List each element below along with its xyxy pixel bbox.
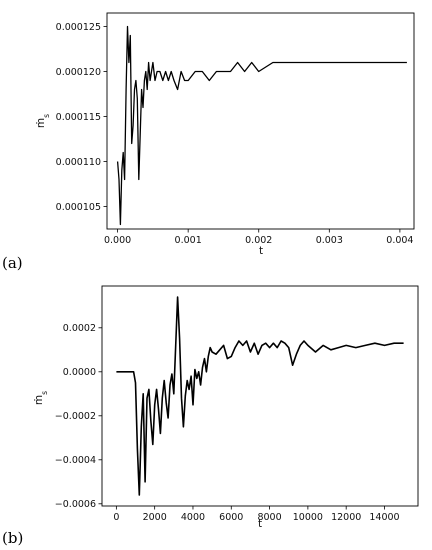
- x-tick-label-a: 0.000: [104, 235, 131, 246]
- x-tick-label-b: 4000: [181, 512, 205, 523]
- y-axis-label-b-sub: s: [40, 391, 49, 395]
- x-tick-label-b: 8000: [257, 512, 281, 523]
- plot-frame-b: [101, 285, 419, 507]
- series-line-b: [116, 296, 404, 496]
- y-tick-label-a: 0.000110: [56, 157, 101, 168]
- series-line-a: [116, 25, 407, 226]
- x-tick-label-b: 2000: [143, 512, 167, 523]
- x-axis-label-a: t: [259, 245, 263, 257]
- y-axis-label-b: ṁs: [33, 391, 49, 405]
- chart-panel-a: 0.000 0.001 0.002 0.003 0.004 0.000105 0.00011…: [2, 12, 415, 272]
- plot-frame-a: [106, 12, 415, 230]
- x-tick-label-b: 10000: [293, 512, 323, 523]
- y-tick-label-b: −0.0006: [55, 499, 96, 510]
- y-axis-label-b-main: ṁ: [33, 395, 45, 405]
- y-tick-label-a: 0.000115: [56, 112, 101, 123]
- y-tick-label-b: 0.0000: [63, 367, 96, 378]
- x-axis-label-b: t: [258, 518, 262, 530]
- panel-label-a: (a): [2, 254, 23, 272]
- panel-label-b: (b): [2, 529, 23, 547]
- x-tick-label-b: 6000: [219, 512, 243, 523]
- y-tick-label-a: 0.000120: [56, 67, 101, 78]
- y-tick-label-b: −0.0002: [55, 411, 96, 422]
- x-tick-label-a: 0.003: [316, 235, 343, 246]
- x-tick-label-b: 0: [113, 512, 119, 523]
- x-tick-label-b: 12000: [331, 512, 361, 523]
- tick-group-b: 0 2000 4000 6000 8000 10000 12000 14000 −0.0006 −…: [55, 323, 400, 523]
- y-axis-label-a-main: ṁ: [35, 118, 47, 128]
- y-tick-label-a: 0.000105: [56, 202, 101, 213]
- tick-group-a: 0.000 0.001 0.002 0.003 0.004 0.000105 0.00011…: [56, 22, 414, 246]
- y-tick-label-b: −0.0004: [55, 455, 96, 466]
- y-axis-label-a: ṁs: [35, 114, 51, 128]
- y-tick-label-b: 0.0002: [63, 323, 96, 334]
- y-tick-label-a: 0.000125: [56, 22, 101, 33]
- x-tick-label-a: 0.001: [175, 235, 202, 246]
- x-tick-label-a: 0.004: [386, 235, 413, 246]
- x-tick-label-a: 0.002: [245, 235, 272, 246]
- chart-panel-b: 0 2000 4000 6000 8000 10000 12000 14000 −0.0006 −…: [2, 285, 419, 547]
- x-tick-label-b: 14000: [369, 512, 399, 523]
- y-axis-label-a-sub: s: [42, 114, 51, 118]
